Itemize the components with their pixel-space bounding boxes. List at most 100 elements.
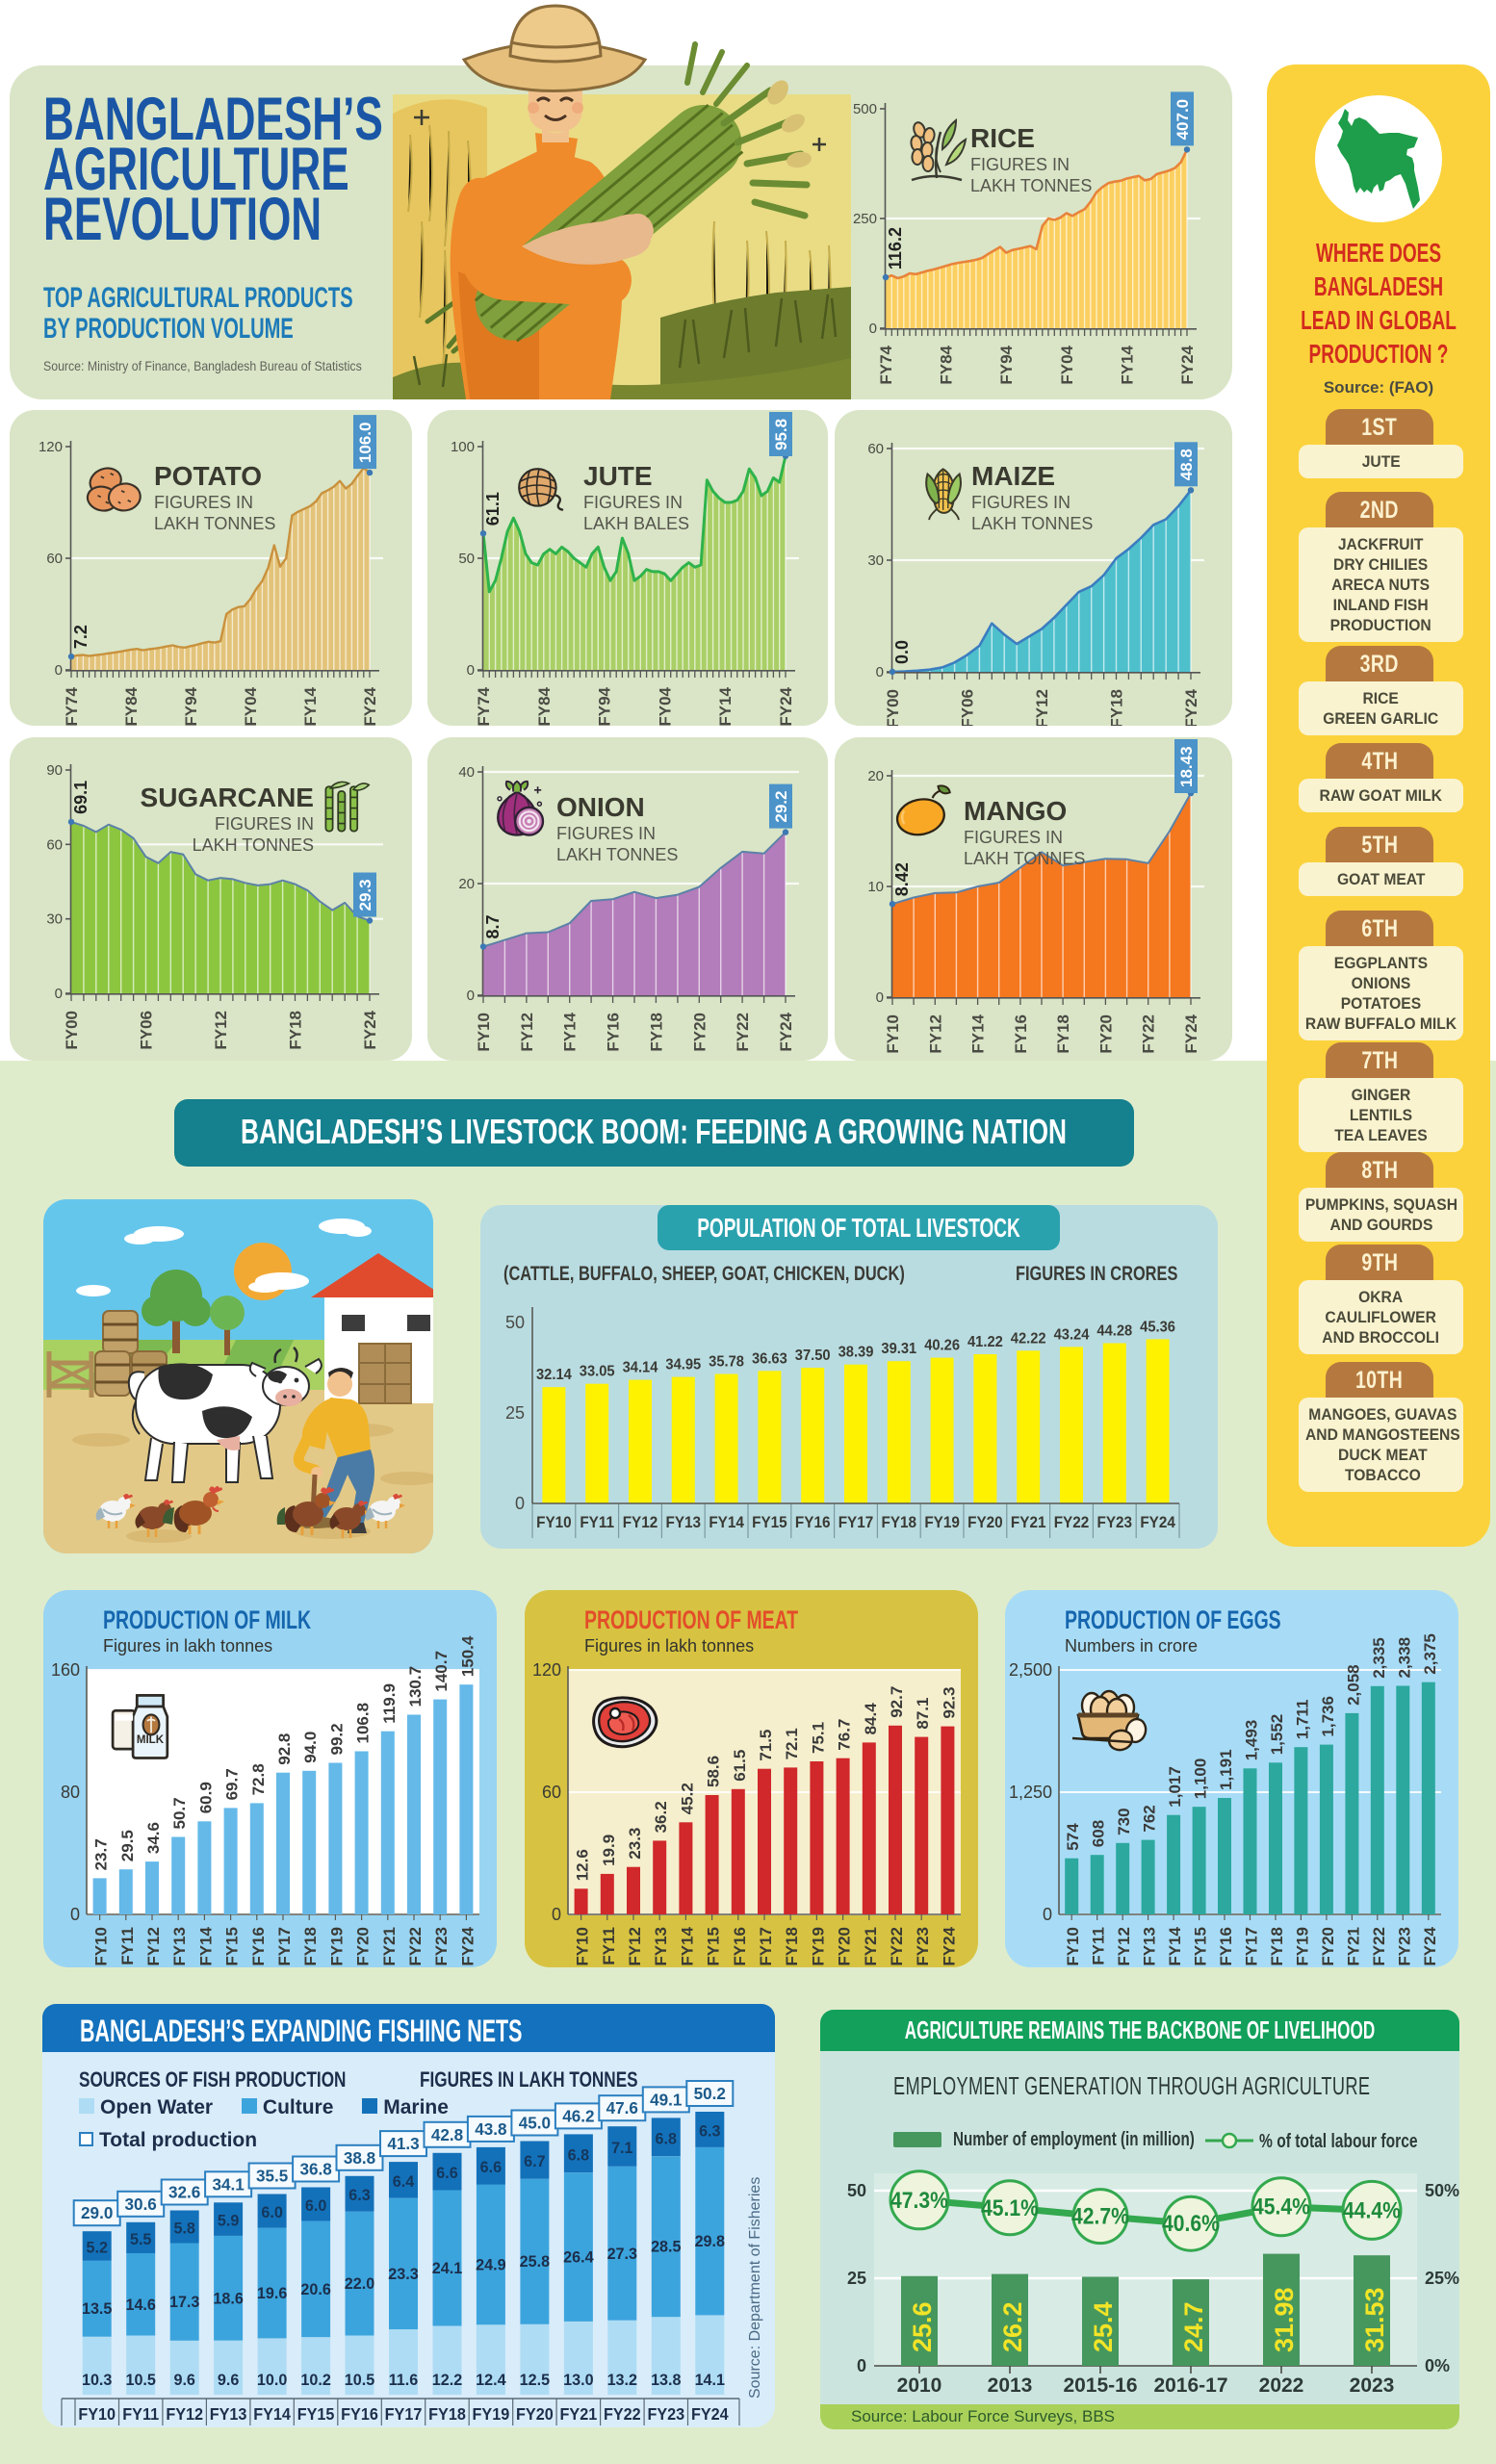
svg-text:FIGURES IN: FIGURES IN [556,824,656,843]
svg-text:FY14: FY14 [969,1014,988,1053]
svg-text:FY13: FY13 [652,1927,670,1966]
svg-text:FY24: FY24 [361,686,379,726]
svg-text:24.1: 24.1 [432,2259,462,2277]
svg-text:1,711: 1,711 [1293,1700,1311,1740]
svg-text:12.4: 12.4 [476,2371,506,2389]
svg-text:6.3: 6.3 [699,2121,720,2140]
svg-text:2022: 2022 [1259,2374,1304,2397]
svg-text:72.8: 72.8 [249,1763,268,1795]
svg-text:140.7: 140.7 [432,1651,451,1692]
svg-text:14.1: 14.1 [695,2371,725,2389]
svg-text:FY11: FY11 [580,1513,614,1531]
svg-text:48.8: 48.8 [1177,449,1196,480]
svg-text:FY10: FY10 [536,1513,572,1531]
svg-text:ONION: ONION [556,792,645,822]
svg-text:FY14: FY14 [253,2404,291,2424]
svg-text:FY10: FY10 [1064,1927,1082,1966]
svg-text:0%: 0% [1425,2356,1450,2375]
svg-text:FY24: FY24 [1140,1513,1175,1531]
svg-text:FY18: FY18 [1108,689,1126,726]
svg-text:FY84: FY84 [535,686,554,726]
svg-text:FY16: FY16 [605,1013,623,1052]
svg-text:FY19: FY19 [924,1513,960,1531]
svg-text:32.14: 32.14 [536,1367,572,1384]
svg-text:19.9: 19.9 [600,1835,618,1866]
svg-text:FY19: FY19 [1293,1927,1311,1966]
svg-text:6.0: 6.0 [261,2203,282,2221]
svg-text:9.6: 9.6 [218,2371,239,2389]
svg-text:FY17: FY17 [757,1927,775,1966]
svg-text:29.5: 29.5 [118,1830,137,1861]
svg-text:5.9: 5.9 [218,2211,239,2229]
svg-text:Source: Department of Fisherie: Source: Department of Fisheries [747,2177,763,2399]
svg-text:58.6: 58.6 [705,1756,723,1787]
svg-text:LAKH TONNES: LAKH TONNES [971,514,1093,533]
svg-text:7.1: 7.1 [611,2139,632,2157]
svg-text:61.1: 61.1 [483,492,503,526]
svg-text:FY18: FY18 [301,1927,320,1966]
svg-text:FY24: FY24 [1421,1926,1439,1965]
svg-text:60: 60 [542,1783,561,1802]
svg-text:40.6%: 40.6% [1162,2211,1220,2237]
svg-text:37.50: 37.50 [795,1347,831,1364]
svg-text:FY94: FY94 [596,686,614,726]
svg-text:69.7: 69.7 [223,1768,242,1800]
svg-text:10: 10 [867,879,884,895]
svg-text:34.14: 34.14 [623,1359,658,1376]
svg-text:FY21: FY21 [560,2404,598,2424]
svg-text:31.53: 31.53 [1360,2287,1389,2352]
svg-text:730: 730 [1115,1808,1133,1835]
svg-text:FY84: FY84 [938,345,956,384]
svg-text:FY24: FY24 [777,686,795,726]
svg-text:40: 40 [458,764,475,781]
svg-text:33.05: 33.05 [580,1363,615,1380]
svg-text:47.3%: 47.3% [890,2188,948,2214]
svg-text:FY15: FY15 [1192,1927,1210,1966]
svg-text:6.8: 6.8 [656,2129,677,2147]
svg-text:38.39: 38.39 [838,1344,874,1361]
svg-text:2,500: 2,500 [1009,1660,1052,1680]
svg-text:FY20: FY20 [967,1513,1003,1531]
svg-text:FY14: FY14 [716,686,735,726]
svg-text:FY12: FY12 [518,1013,536,1052]
svg-text:FY00: FY00 [63,1011,81,1050]
svg-text:72.1: 72.1 [783,1728,801,1759]
svg-text:25: 25 [847,2269,866,2288]
svg-text:FY17: FY17 [385,2404,423,2424]
svg-text:75.1: 75.1 [809,1722,827,1754]
svg-text:90: 90 [46,762,63,779]
svg-text:10.5: 10.5 [125,2371,155,2389]
svg-text:FY12: FY12 [1115,1927,1133,1966]
svg-text:FY22: FY22 [604,2404,641,2424]
svg-text:119.9: 119.9 [380,1683,399,1724]
svg-text:50%: 50% [1425,2181,1459,2200]
svg-text:160: 160 [51,1660,80,1680]
svg-text:FIGURES IN: FIGURES IN [154,493,253,512]
svg-text:FIGURES IN: FIGURES IN [215,814,314,834]
svg-text:60.9: 60.9 [196,1782,215,1813]
svg-text:FY06: FY06 [138,1011,156,1050]
svg-text:FIGURES IN: FIGURES IN [970,155,1070,174]
svg-text:30: 30 [46,911,63,928]
svg-text:FY12: FY12 [926,1014,944,1054]
svg-text:49.1: 49.1 [650,2090,682,2110]
svg-text:92.8: 92.8 [275,1733,294,1765]
svg-text:10.2: 10.2 [300,2371,330,2389]
svg-text:13.0: 13.0 [563,2371,593,2389]
svg-text:106.0: 106.0 [356,423,374,464]
svg-text:34.6: 34.6 [144,1822,163,1854]
svg-text:42.22: 42.22 [1011,1330,1046,1348]
svg-text:FY24: FY24 [1182,1014,1200,1053]
svg-text:25%: 25% [1425,2269,1459,2288]
svg-text:FY18: FY18 [1268,1927,1286,1966]
svg-text:FY14: FY14 [196,1926,215,1965]
svg-text:FY19: FY19 [327,1927,346,1966]
svg-text:13.8: 13.8 [651,2371,681,2389]
svg-text:6.7: 6.7 [524,2152,545,2170]
svg-text:30.6: 30.6 [125,2194,157,2214]
svg-text:12.5: 12.5 [520,2371,550,2389]
svg-text:FY20: FY20 [516,2404,554,2424]
svg-text:FY23: FY23 [914,1927,932,1966]
svg-text:45.36: 45.36 [1140,1319,1175,1336]
svg-text:22.0: 22.0 [345,2274,374,2293]
